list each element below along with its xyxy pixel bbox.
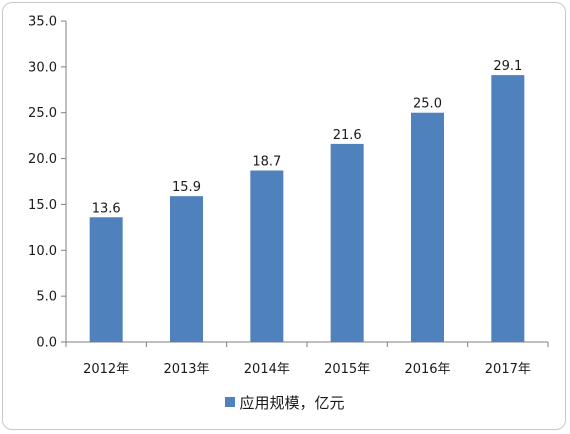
y-axis-ticks: 0.0 5.0 10.0 15.0 20.0 25.0 30.0 35.0: [28, 15, 66, 351]
y-tick-label: 10.0: [28, 244, 57, 259]
y-tick-label: 15.0: [28, 198, 57, 213]
data-label: 21.6: [333, 128, 362, 143]
y-tick-label: 35.0: [28, 15, 57, 30]
x-tick-label: 2012年: [83, 362, 129, 377]
bar: [330, 143, 364, 342]
x-tick-label: 2013年: [163, 362, 209, 377]
bar: [170, 196, 203, 342]
x-tick-label: 2015年: [324, 362, 370, 377]
x-tick-label: 2016年: [404, 362, 450, 377]
legend-label: 应用规模，亿元: [239, 394, 345, 412]
data-labels: 13.6 15.9 18.7 21.6 25.0 29.1: [92, 59, 523, 216]
data-label: 25.0: [413, 97, 442, 112]
data-label: 15.9: [172, 180, 201, 195]
y-tick-label: 5.0: [36, 290, 57, 305]
y-tick-label: 20.0: [28, 152, 57, 167]
bars: [89, 75, 525, 343]
data-label: 18.7: [252, 154, 281, 169]
legend: 应用规模，亿元: [0, 392, 570, 413]
y-tick-label: 30.0: [28, 60, 57, 75]
data-label: 29.1: [493, 59, 522, 74]
x-tick-label: 2014年: [244, 362, 290, 377]
bar: [411, 112, 444, 342]
chart-frame: [2, 2, 566, 430]
x-axis-ticks: 2012年 2013年 2014年 2015年 2016年 2017年: [65, 342, 549, 377]
bar: [89, 217, 123, 342]
bar: [250, 170, 284, 342]
bar: [491, 75, 525, 343]
data-label: 13.6: [92, 201, 121, 216]
y-tick-label: 0.0: [36, 336, 57, 351]
legend-swatch: [225, 396, 236, 407]
x-tick-label: 2017年: [485, 362, 531, 377]
y-tick-label: 25.0: [28, 106, 57, 121]
axes: [65, 21, 548, 343]
